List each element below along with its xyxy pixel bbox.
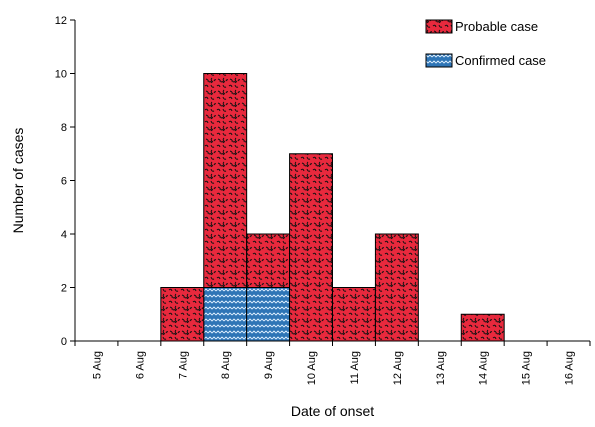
x-tick-label: 12 Aug xyxy=(392,351,404,385)
y-axis-title: Number of cases xyxy=(10,128,26,234)
bars xyxy=(160,73,505,342)
y-tick-label: 8 xyxy=(61,122,67,134)
bar-confirmed-case-9-aug xyxy=(246,287,291,342)
x-tick-label: 8 Aug xyxy=(220,351,232,379)
bar-probable-case-14-aug xyxy=(460,313,505,342)
legend-label-confirmed-case: Confirmed case xyxy=(455,53,546,68)
bar-probable-case-11-aug xyxy=(332,287,376,342)
legend-swatch-probable-case xyxy=(425,19,453,34)
y-axis-ticks: 0 2 4 6 8 10 12 xyxy=(55,15,75,348)
x-tick-label: 10 Aug xyxy=(306,351,318,385)
x-tick-label: 5 Aug xyxy=(91,351,103,379)
x-tick-label: 15 Aug xyxy=(521,351,533,385)
x-axis-title: Date of onset xyxy=(291,403,374,419)
legend-label-probable-case: Probable case xyxy=(455,19,538,34)
bar-probable-case-10-aug xyxy=(289,153,334,342)
x-tick-label: 13 Aug xyxy=(435,351,447,385)
bar-probable-case-8-aug xyxy=(203,73,248,288)
y-tick-label: 0 xyxy=(61,336,67,348)
y-tick-label: 12 xyxy=(55,15,67,27)
y-tick-label: 6 xyxy=(61,176,67,188)
x-tick-label: 14 Aug xyxy=(478,351,490,385)
legend-swatch-confirmed-case xyxy=(425,53,453,68)
x-tick-label: 9 Aug xyxy=(263,351,275,379)
y-tick-label: 2 xyxy=(61,283,67,295)
y-tick-label: 4 xyxy=(61,229,67,241)
x-axis-ticks: 5 Aug 6 Aug 7 Aug 8 Aug 9 Aug 10 Aug 11 Aug 12 … xyxy=(74,341,591,385)
y-tick-label: 10 xyxy=(55,69,67,81)
bar-confirmed-case-8-aug xyxy=(203,287,248,342)
x-tick-label: 16 Aug xyxy=(564,351,576,385)
bar-probable-case-12-aug xyxy=(374,233,419,342)
bar-probable-case-9-aug xyxy=(246,233,291,288)
bar-probable-case-7-aug xyxy=(160,287,205,342)
legend: Probable case Confirmed case xyxy=(425,19,546,68)
x-tick-label: 7 Aug xyxy=(177,351,189,379)
x-tick-label: 11 Aug xyxy=(349,351,361,384)
x-tick-label: 6 Aug xyxy=(134,351,146,379)
